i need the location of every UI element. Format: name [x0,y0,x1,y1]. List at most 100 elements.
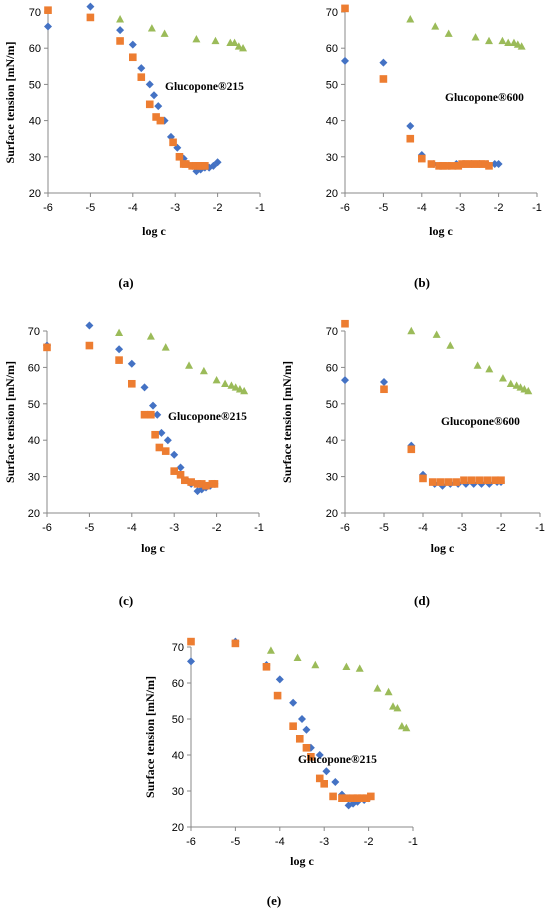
square-point [477,160,486,168]
square-point [427,160,436,168]
square-point [436,478,445,486]
triangle-point [473,361,482,369]
x-tick-label: -4 [418,522,428,534]
square-point [115,356,123,364]
square-point [262,663,271,671]
square-point [175,153,184,161]
triangle-point [311,660,320,669]
diamond-point [115,345,124,354]
triangle-point [115,328,124,337]
triangle-point [485,365,494,373]
y-axis-label: Surface tension [mN/m] [280,361,294,483]
x-tick-label: -2 [212,522,222,534]
x-tick-label: -5 [379,202,389,214]
y-tick-label: 70 [326,326,338,338]
square-point [176,470,185,479]
square-point [187,637,195,646]
square-point [210,480,219,488]
y-tick-label: 20 [29,188,41,200]
x-tick-label: -4 [275,836,285,848]
square-point [485,162,493,170]
square-point [156,116,165,125]
square-point [152,113,160,121]
square-point [380,385,388,394]
triangle-point [211,36,220,45]
square-point [44,6,52,14]
triangle-point [485,36,493,45]
y-tick-label: 30 [326,152,338,164]
triangle-point [355,664,364,672]
y-tick-label: 40 [172,750,184,762]
square-point [315,774,324,783]
y-tick-label: 30 [29,152,41,164]
triangle-point [116,15,125,23]
square-point [379,75,388,83]
square-point [86,13,95,22]
triangle-point [227,381,236,389]
square-point [187,478,195,486]
square-point [435,162,443,170]
diamond-point [275,675,284,684]
y-tick-label: 20 [28,508,40,520]
triangle-point [384,687,393,696]
square-point [349,794,357,802]
diamond-point [380,377,388,386]
triangle-point [471,33,480,41]
y-tick-label: 70 [172,642,184,654]
triangle-point [406,15,415,23]
square-point [362,794,371,802]
square-point [193,480,202,488]
diamond-point [44,22,52,31]
x-tick-label: -3 [170,202,180,214]
compound-annotation: Glucopone®600 [445,92,524,104]
x-tick-label: -6 [340,202,350,214]
diamond-point [341,56,349,65]
diamond-point [149,401,157,410]
triangle-point [373,684,382,692]
triangle-point [161,343,170,351]
diamond-point [128,40,137,49]
chart-panel-d: 20 30 40 50 60 70 -6 -5 -4 -3 -2 -1 log c Surface ten… [278,315,550,565]
x-tick-label: -5 [85,522,95,534]
square-point [147,410,155,419]
square-point [407,445,416,454]
diamond-point [213,158,222,167]
diamond-point [315,751,324,759]
square-point [161,447,170,455]
diamond-point [127,359,136,368]
square-point [169,138,177,147]
diamond-point [150,91,158,100]
square-point [170,467,178,475]
square-point [439,162,447,170]
triangle-point [444,29,453,37]
triangle-point [212,375,221,384]
square-point [483,476,492,485]
x-axis-label: log c [290,854,314,868]
diamond-point [137,64,146,73]
x-tick-label: -4 [127,522,137,534]
square-point [448,162,457,170]
diamond-point [298,715,306,723]
square-point [202,481,210,490]
diamond-point [116,26,125,35]
square-point [452,478,460,486]
x-axis-label: log c [431,541,455,555]
triangle-point [192,34,201,43]
triangle-point [432,330,441,338]
triangle-point [185,361,194,369]
y-tick-label: 20 [172,822,184,834]
square-point [481,160,489,168]
chart-svg-d: 20 30 40 50 60 70 -6 -5 -4 -3 -2 -1 log c Surface ten… [280,319,545,555]
compound-annotation: Glucopone®215 [165,81,244,93]
diamond-point [289,698,298,707]
y-tick-label: 70 [326,7,338,19]
triangle-point [266,646,275,654]
square-point [295,735,304,743]
triangle-point [407,326,416,335]
square-point [454,162,463,170]
y-tick-label: 50 [28,399,40,411]
y-tick-label: 70 [29,7,41,19]
triangle-point [221,379,230,387]
y-tick-label: 60 [172,678,184,690]
triangle-point [239,44,248,52]
